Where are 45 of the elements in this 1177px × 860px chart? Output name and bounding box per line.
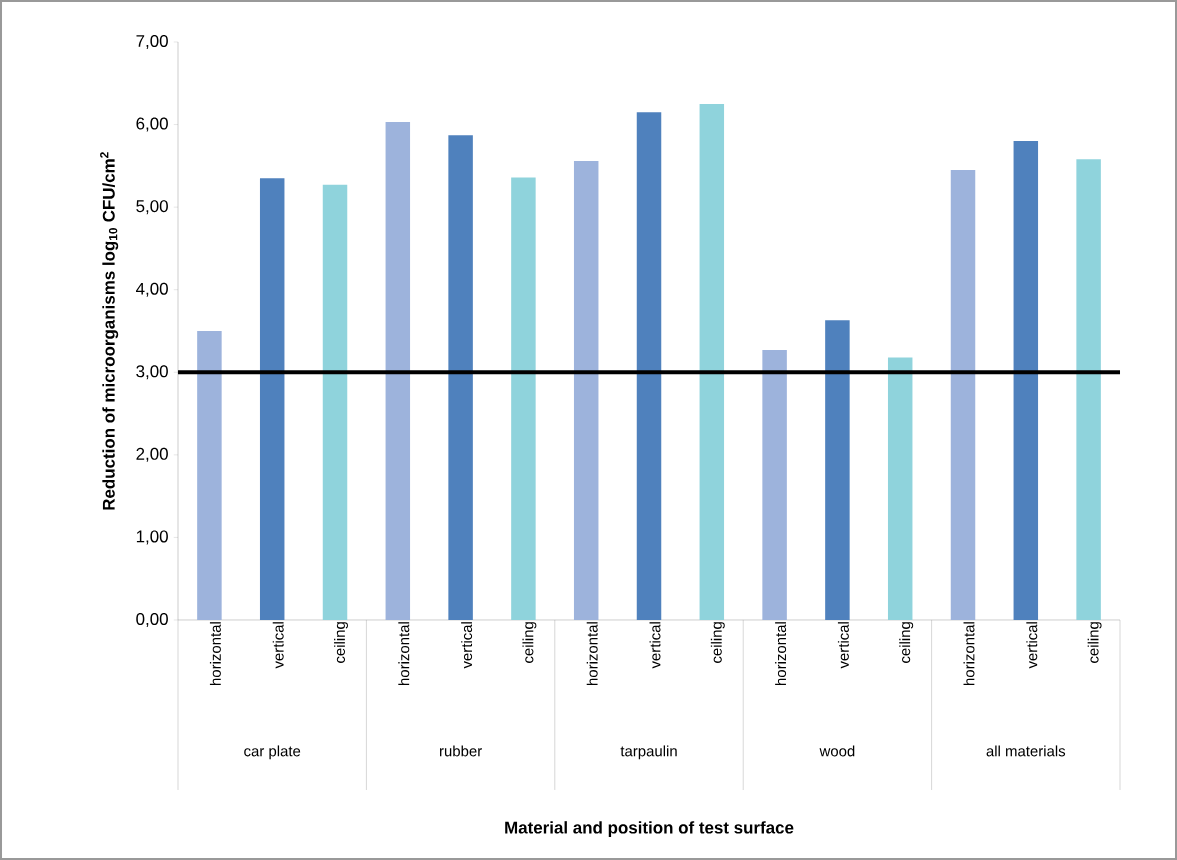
text: ceiling xyxy=(710,622,725,663)
y-tick-label: 7,00 xyxy=(136,34,168,49)
text: vertical xyxy=(1026,622,1038,669)
text: vertical xyxy=(837,622,849,669)
y-tick-label: 0,00 xyxy=(136,612,168,627)
bar xyxy=(259,178,285,620)
bar xyxy=(636,112,662,620)
y-tick-label: 2,00 xyxy=(136,447,168,462)
text: ceiling xyxy=(334,622,348,663)
bar xyxy=(825,320,850,620)
text: horizontal xyxy=(775,622,787,685)
text: vertical xyxy=(272,622,284,669)
bar xyxy=(385,122,411,620)
y-tick-label: 3,00 xyxy=(136,365,168,380)
x-axis-title: Material and position of test surface xyxy=(505,821,794,837)
bar xyxy=(573,160,599,620)
text: vertical xyxy=(649,622,661,669)
x-tick-label: wood xyxy=(819,745,855,757)
y-tick-label: 1,00 xyxy=(136,530,168,545)
text: horizontal xyxy=(963,622,975,685)
y-tick-label: 6,00 xyxy=(136,117,168,132)
x-tick-label: tarpaulin xyxy=(620,745,677,760)
y-tick-label: 5,00 xyxy=(136,200,168,215)
text: ceiling xyxy=(1087,622,1102,663)
bar xyxy=(762,349,787,620)
bar xyxy=(887,357,913,620)
bar xyxy=(197,330,222,620)
bar xyxy=(950,169,976,620)
bar xyxy=(1013,141,1039,620)
text: horizontal xyxy=(209,622,221,685)
text: ceiling xyxy=(899,622,914,663)
y-axis-title: Reduction of microorganisms log$_{10}$ CFU/cm$^{2}$ xyxy=(100,152,119,510)
text: vertical xyxy=(461,622,473,669)
bar xyxy=(322,184,348,620)
text: ceiling xyxy=(522,622,537,663)
text: horizontal xyxy=(398,622,410,685)
x-tick-label: all materials xyxy=(986,745,1066,757)
x-tick-label: car plate xyxy=(244,745,301,760)
text: horizontal xyxy=(586,622,598,685)
bar xyxy=(511,177,536,620)
x-tick-label: rubber xyxy=(440,745,482,757)
bar xyxy=(699,103,725,620)
bar xyxy=(1076,159,1101,620)
bar xyxy=(448,135,473,620)
y-tick-label: 4,00 xyxy=(136,282,168,297)
